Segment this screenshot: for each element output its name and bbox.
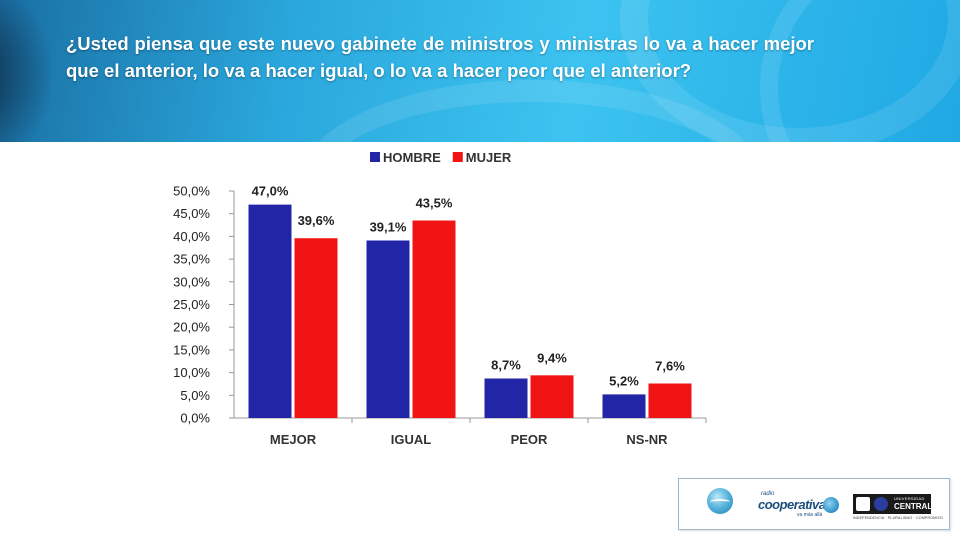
legend-label-mujer: MUJER — [466, 150, 512, 165]
bar-mujer-mejor — [294, 238, 338, 418]
y-tick-label: 10,0% — [173, 365, 210, 380]
data-label: 9,4% — [537, 350, 567, 365]
cooperativa-logo-text: cooperativa — [758, 497, 826, 512]
legend-swatch-mujer — [452, 152, 463, 162]
data-label: 47,0% — [252, 184, 289, 199]
cooperativa-logo-small-text: radio — [761, 491, 775, 497]
universidad-central-logo: UNIVERSIDAD CENTRAL — [853, 494, 933, 514]
data-label: 8,7% — [491, 358, 521, 373]
data-label: 43,5% — [416, 196, 453, 211]
banner-shadow — [0, 0, 50, 142]
bar-mujer-peor — [530, 375, 574, 418]
bar-hombre-igual — [366, 240, 410, 418]
uc-logo-small-text: UNIVERSIDAD — [894, 496, 925, 501]
uc-logo-name: CENTRAL — [894, 502, 933, 511]
legend-swatch-hombre — [370, 152, 380, 162]
y-tick-label: 40,0% — [173, 229, 210, 244]
y-tick-label: 5,0% — [180, 388, 210, 403]
legend-label-hombre: HOMBRE — [383, 150, 441, 165]
uc-white-square-icon — [856, 497, 870, 511]
x-tick-label: MEJOR — [270, 432, 317, 447]
data-label: 39,6% — [298, 213, 335, 228]
header-banner: ¿Usted piensa que este nuevo gabinete de… — [0, 0, 960, 142]
data-label: 7,6% — [655, 358, 685, 373]
y-tick-label: 0,0% — [180, 411, 210, 426]
y-tick-label: 15,0% — [173, 342, 210, 357]
bar-hombre-mejor — [248, 204, 292, 418]
bar-chart: 0,0% 5,0% 10,0% 15,0% 20,0% 25,0% 30,0% 35,0% 40… — [173, 150, 707, 447]
bar-hombre-peor — [484, 378, 528, 418]
y-tick-label: 25,0% — [173, 297, 210, 312]
question-title: ¿Usted piensa que este nuevo gabinete de… — [66, 33, 814, 81]
cooperativa-logo-tagline: va más allá — [797, 512, 823, 518]
globe-logo-icon — [707, 488, 733, 514]
y-tick-label: 30,0% — [173, 274, 210, 289]
data-label: 5,2% — [609, 373, 639, 388]
uc-blue-circle-icon — [874, 497, 888, 511]
y-tick-label: 45,0% — [173, 206, 210, 221]
y-tick-label: 35,0% — [173, 252, 210, 267]
cooperativa-swoosh-icon — [823, 497, 839, 513]
data-label: 39,1% — [370, 219, 407, 234]
y-tick-label: 20,0% — [173, 320, 210, 335]
x-tick-label: IGUAL — [391, 432, 432, 447]
bar-mujer-ns-nr — [648, 383, 692, 418]
bar-hombre-ns-nr — [602, 394, 646, 418]
x-tick-label: NS-NR — [626, 432, 668, 447]
x-tick-label: PEOR — [511, 432, 548, 447]
y-tick-label: 50,0% — [173, 184, 210, 199]
uc-logo-tagline: INDEPENDENCIA · PLURALISMO · COMPROMISO — [853, 516, 943, 520]
logo-panel: radio cooperativa va más allá UNIVERSIDA… — [678, 478, 950, 530]
bar-mujer-igual — [412, 220, 456, 418]
